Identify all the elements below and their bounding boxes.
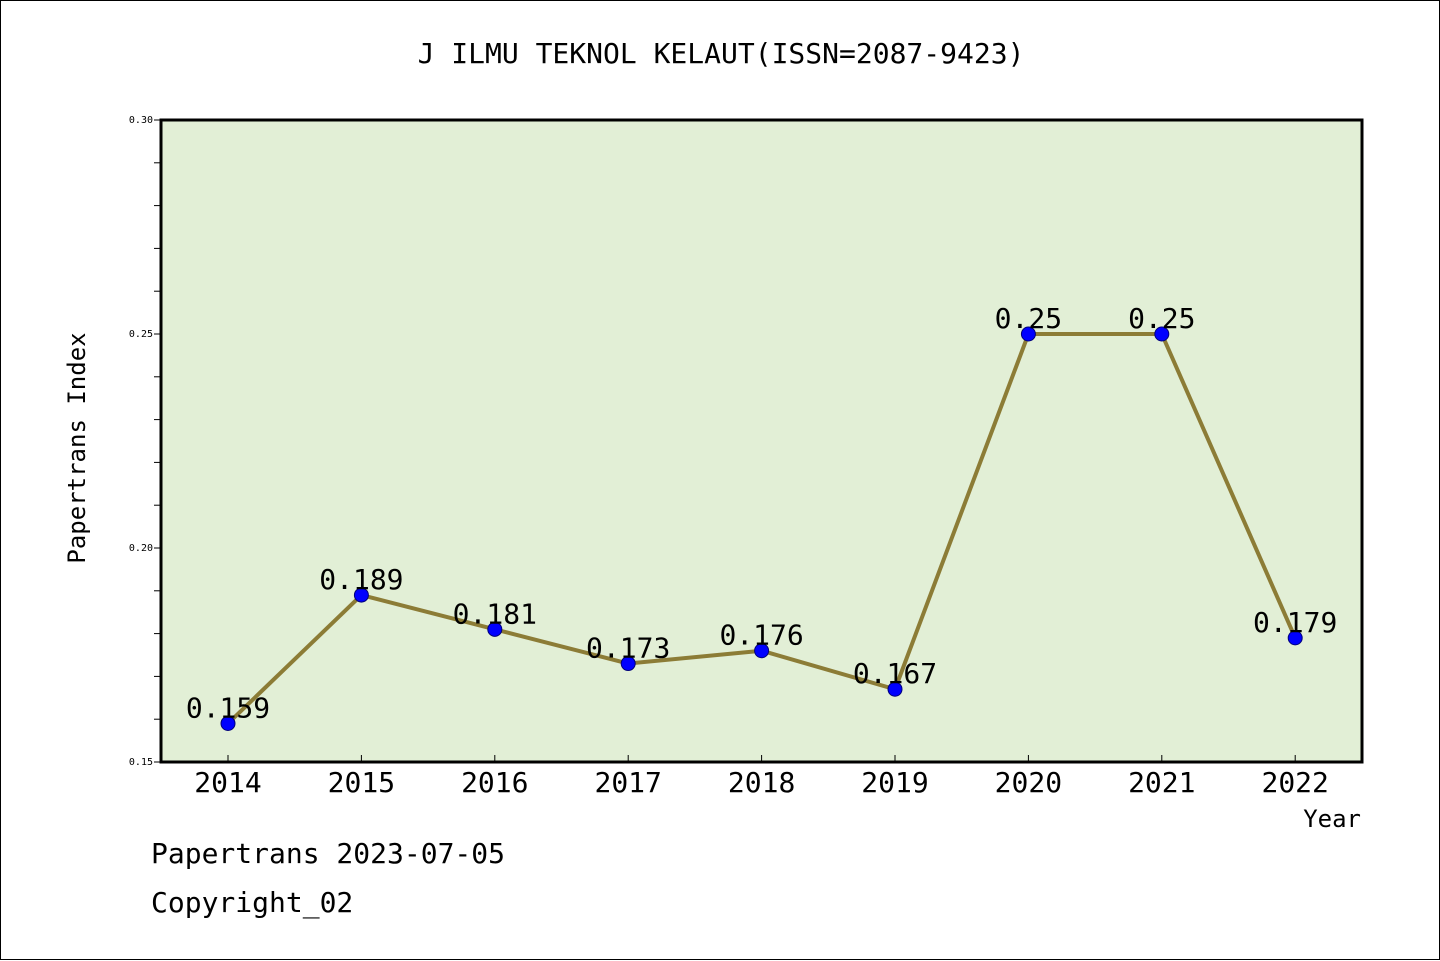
y-tick-label: 0.15 bbox=[129, 757, 153, 768]
data-label: 0.179 bbox=[1253, 606, 1337, 639]
data-point bbox=[1154, 326, 1170, 342]
x-tick-label: 2016 bbox=[461, 766, 528, 799]
data-point bbox=[754, 643, 770, 659]
data-label: 0.167 bbox=[853, 657, 937, 690]
series-layer: 0.159 0.189 0.181 0.173 0.176 0.167 0.25 0.25 0.… bbox=[186, 302, 1337, 731]
data-point bbox=[1287, 630, 1303, 646]
y-tick-label: 0.25 bbox=[129, 329, 153, 340]
chart-title: J ILMU TEKNOL KELAUT(ISSN=2087-9423) bbox=[417, 37, 1025, 70]
x-tick-label: 2020 bbox=[995, 766, 1062, 799]
x-tick-label: 2017 bbox=[594, 766, 661, 799]
y-axis-label: Papertrans Index bbox=[63, 332, 91, 563]
data-point bbox=[353, 587, 369, 603]
data-point bbox=[887, 681, 903, 697]
plot-area bbox=[161, 120, 1362, 762]
x-tick-label: 2015 bbox=[328, 766, 395, 799]
data-point bbox=[487, 621, 503, 637]
footer-date: Papertrans 2023-07-05 bbox=[151, 837, 506, 870]
data-label: 0.173 bbox=[586, 632, 670, 665]
x-tick-label: 2021 bbox=[1128, 766, 1195, 799]
x-axis-ticks: 2014 2015 2016 2017 2018 2019 2020 2021 2022 bbox=[194, 755, 1329, 799]
plot-frame bbox=[159, 118, 1364, 764]
data-label: 0.159 bbox=[186, 691, 270, 724]
data-label: 0.181 bbox=[453, 597, 537, 630]
x-tick-label: 2019 bbox=[861, 766, 928, 799]
x-tick-label: 2018 bbox=[728, 766, 795, 799]
x-tick-label: 2014 bbox=[194, 766, 261, 799]
x-axis-label: Year bbox=[1303, 805, 1361, 833]
y-tick-label: 0.30 bbox=[129, 115, 153, 126]
data-label: 0.25 bbox=[995, 302, 1062, 335]
footer-copyright: Copyright_02 bbox=[151, 886, 354, 919]
data-point bbox=[220, 715, 236, 731]
y-tick-label: 0.20 bbox=[129, 543, 153, 554]
data-label: 0.25 bbox=[1128, 302, 1195, 335]
data-label: 0.189 bbox=[319, 563, 403, 596]
data-point bbox=[1020, 326, 1036, 342]
data-label: 0.176 bbox=[719, 619, 803, 652]
data-point bbox=[620, 656, 636, 672]
y-axis-ticks: 0.15 0.20 0.25 0.30 bbox=[129, 115, 161, 768]
x-tick-label: 2022 bbox=[1261, 766, 1328, 799]
